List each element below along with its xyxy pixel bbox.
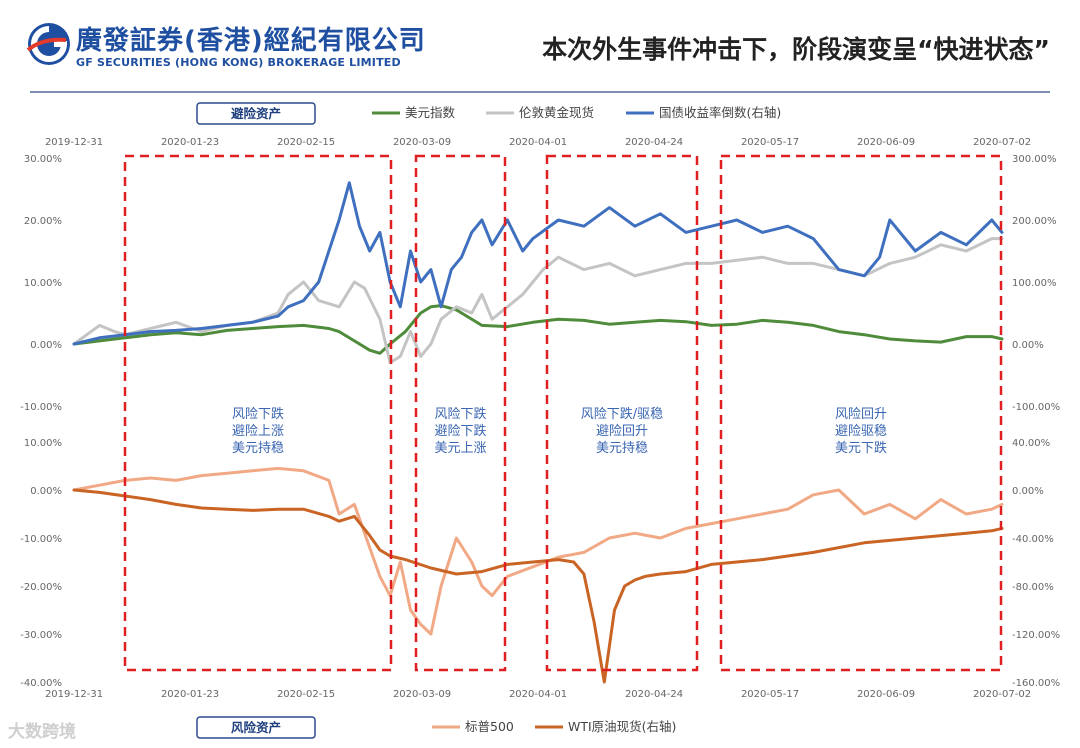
bottom-y-right-tick-2: -40.00%: [1012, 534, 1054, 545]
stage-note-2-line-2: 避险下跌: [434, 423, 486, 439]
stage-note-2-line-3: 美元上涨: [434, 441, 486, 456]
top-x-tick-7: 2020-06-09: [857, 137, 915, 148]
series-line-sp500: [72, 466, 1004, 636]
bottom-y-right-tick-4: -120.00%: [1012, 630, 1060, 641]
bottom-y-left-tick-0: 10.00%: [24, 438, 62, 449]
bottom-x-tick-7: 2020-06-09: [857, 689, 915, 700]
top-x-tick-8: 2020-07-02: [973, 137, 1031, 148]
panel-label-box-risk: [196, 716, 316, 739]
legend-label-treasury: 国债收益率倒数(右轴): [659, 105, 781, 120]
bottom-y-right-tick-1: 0.00%: [1012, 486, 1044, 497]
stage-box-4: [719, 154, 1003, 672]
legend-top: 美元指数 伦敦黄金现货 国债收益率倒数(右轴): [372, 105, 781, 120]
stage-note-3-line-1: 风险下跌/驱稳: [581, 406, 663, 422]
legend-label-wti: WTI原油现货(右轴): [568, 719, 676, 734]
gf-logo-icon: [26, 23, 70, 65]
top-x-tick-3: 2020-03-09: [393, 137, 451, 148]
bottom-y-right-tick-0: 40.00%: [1012, 438, 1050, 449]
top-x-tick-2: 2020-02-15: [277, 137, 335, 148]
stage-note-1-line-2: 避险上涨: [232, 424, 284, 439]
series-line-usd: [72, 304, 1004, 355]
bottom-x-tick-1: 2020-01-23: [161, 689, 219, 700]
bottom-x-tick-5: 2020-04-24: [625, 689, 683, 700]
watermark-text: 大数跨境: [8, 722, 76, 742]
bottom-y-left-tick-4: -30.00%: [20, 630, 62, 641]
top-y-right-tick-1: 200.00%: [1012, 216, 1057, 227]
bottom-x-tick-3: 2020-03-09: [393, 689, 451, 700]
brand-name-cn: 廣發証券(香港)經紀有限公司: [76, 26, 426, 56]
top-x-tick-5: 2020-04-24: [625, 137, 683, 148]
stage-note-3-line-3: 美元持稳: [596, 440, 648, 456]
top-y-left-tick-1: 20.00%: [24, 216, 62, 227]
charts-canvas: 避险资产 风险资产 美元指数 伦敦黄金现货 国债收益率倒数(右轴) 标普500 …: [20, 102, 1060, 739]
stage-box-2: [414, 154, 507, 672]
stage-box-3: [545, 154, 699, 672]
chart-marks: 2019-12-31 2020-01-23 2020-02-15 2020-03-09…: [20, 137, 1060, 700]
top-y-left-tick-3: 0.00%: [30, 340, 62, 351]
brand-name-en: GF SECURITIES (HONG KONG) BROKERAGE LIMI…: [76, 56, 401, 69]
bottom-y-left-tick-5: -40.00%: [20, 678, 62, 689]
bottom-y-left-tick-2: -10.00%: [20, 534, 62, 545]
page-title: 本次外生事件冲击下，阶段演变呈“快进状态”: [542, 35, 1050, 64]
series-line-gold: [72, 237, 1004, 365]
top-y-right-tick-2: 100.00%: [1012, 278, 1057, 289]
bottom-x-tick-0: 2019-12-31: [45, 689, 103, 700]
bottom-y-left-tick-1: 0.00%: [30, 486, 62, 497]
top-y-left-tick-0: 30.00%: [24, 154, 62, 165]
legend-label-usd: 美元指数: [405, 105, 456, 120]
stage-note-4-line-2: 避险驱稳: [835, 423, 887, 439]
bottom-y-left-tick-3: -20.00%: [20, 582, 62, 593]
stage-note-4-line-3: 美元下跌: [835, 440, 887, 456]
stage-note-2-line-1: 风险下跌: [434, 406, 486, 422]
header-divider: [30, 91, 1050, 93]
top-y-right-tick-0: 300.00%: [1012, 154, 1057, 165]
stage-note-3-line-2: 避险回升: [596, 424, 648, 439]
bottom-y-right-tick-5: -160.00%: [1012, 678, 1060, 689]
series-line-wti: [72, 488, 1004, 684]
top-y-left-tick-4: -10.00%: [20, 402, 62, 413]
stage-note-1-line-3: 美元持稳: [232, 440, 284, 456]
header: 廣發証券(香港)經紀有限公司 GF SECURITIES (HONG KONG)…: [0, 0, 1080, 93]
top-x-tick-4: 2020-04-01: [509, 137, 567, 148]
legend-label-gold: 伦敦黄金现货: [519, 105, 594, 120]
top-y-right-tick-4: -100.00%: [1012, 402, 1060, 413]
top-x-tick-6: 2020-05-17: [741, 137, 799, 148]
series-line-treasury: [72, 181, 1004, 346]
panel-label-safe-assets: 避险资产: [231, 106, 281, 121]
top-x-tick-1: 2020-01-23: [161, 137, 219, 148]
bottom-x-tick-2: 2020-02-15: [277, 689, 335, 700]
top-x-tick-0: 2019-12-31: [45, 137, 103, 148]
bottom-x-tick-6: 2020-05-17: [741, 689, 799, 700]
stage-note-4-line-1: 风险回升: [835, 407, 887, 422]
bottom-x-tick-4: 2020-04-01: [509, 689, 567, 700]
legend-bottom: 标普500 WTI原油现货(右轴): [432, 719, 676, 734]
bottom-x-tick-8: 2020-07-02: [973, 689, 1031, 700]
top-y-left-tick-2: 10.00%: [24, 278, 62, 289]
panel-label-risk-assets: 风险资产: [231, 720, 281, 735]
bottom-y-right-tick-3: -80.00%: [1012, 582, 1054, 593]
legend-label-sp500: 标普500: [465, 719, 514, 734]
panel-label-box-safe: [196, 102, 316, 125]
top-y-right-tick-3: 0.00%: [1012, 340, 1044, 351]
stage-note-1-line-1: 风险下跌: [232, 406, 284, 422]
